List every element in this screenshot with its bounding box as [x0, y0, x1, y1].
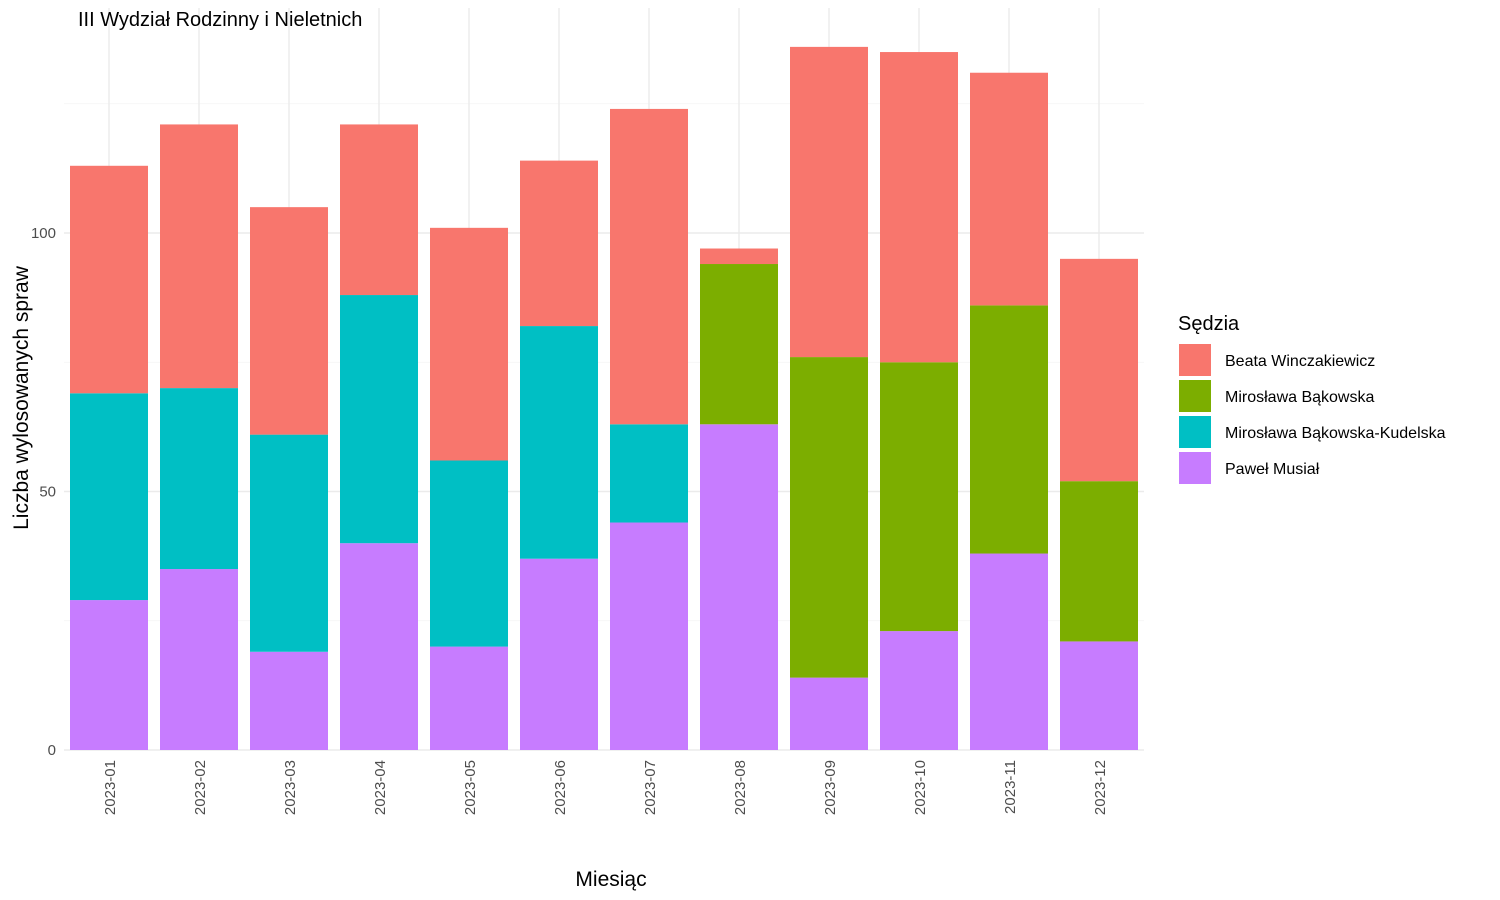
bar-segment	[970, 553, 1048, 750]
bar-segment	[340, 124, 418, 296]
y-tick-label: 100	[31, 225, 56, 242]
legend-swatch	[1179, 416, 1211, 448]
bar-segment	[430, 227, 508, 461]
legend-swatch	[1179, 452, 1211, 484]
bar-segment	[160, 569, 238, 750]
x-tick-label: 2023-08	[732, 760, 749, 815]
x-tick-label: 2023-02	[192, 760, 209, 815]
legend-swatch	[1179, 380, 1211, 412]
legend-label: Mirosława Bąkowska-Kudelska	[1225, 425, 1446, 442]
x-tick-label: 2023-12	[1092, 760, 1109, 815]
bar-segment	[1060, 481, 1138, 642]
bar-segment	[700, 424, 778, 750]
y-axis-ticks: 0 50 100	[31, 225, 56, 759]
bar-segment	[610, 424, 688, 523]
bar-segment	[970, 72, 1048, 306]
bar-segment	[430, 646, 508, 750]
bar-segment	[250, 434, 328, 652]
x-tick-label: 2023-06	[552, 760, 569, 815]
bar-segment	[430, 460, 508, 647]
x-tick-label: 2023-04	[372, 760, 389, 815]
bar-segment	[160, 124, 238, 389]
bar-segment	[1060, 258, 1138, 482]
x-tick-label: 2023-07	[642, 760, 659, 815]
legend-label: Beata Winczakiewicz	[1225, 353, 1375, 370]
x-tick-label: 2023-05	[462, 760, 479, 815]
legend-label: Mirosława Bąkowska	[1225, 389, 1374, 406]
bar-segment	[880, 52, 958, 363]
bar-segment	[1060, 641, 1138, 750]
bars	[70, 46, 1138, 750]
x-tick-label: 2023-09	[822, 760, 839, 815]
bar-segment	[610, 108, 688, 425]
bar-segment	[340, 543, 418, 750]
legend-label: Paweł Musiał	[1225, 461, 1320, 478]
y-tick-label: 50	[39, 484, 56, 501]
bar-segment	[160, 388, 238, 570]
legend-title: Sędzia	[1178, 313, 1240, 335]
x-tick-label: 2023-01	[102, 760, 119, 815]
bar-segment	[700, 248, 778, 265]
bar-segment	[790, 677, 868, 750]
bar-segment	[520, 160, 598, 327]
bar-segment	[970, 305, 1048, 554]
bar-segment	[610, 522, 688, 750]
chart-title: III Wydział Rodzinny i Nieletnich	[78, 9, 362, 31]
bar-segment	[520, 558, 598, 750]
bar-segment	[70, 393, 148, 601]
y-axis-title: Liczba wylosowanych spraw	[10, 265, 33, 530]
bar-segment	[880, 631, 958, 750]
bar-segment	[790, 46, 868, 358]
bar-segment	[880, 362, 958, 632]
legend-swatch	[1179, 344, 1211, 376]
bar-segment	[250, 207, 328, 435]
bar-segment	[250, 651, 328, 750]
bar-segment	[700, 264, 778, 425]
bar-segment	[70, 165, 148, 394]
bar-segment	[70, 600, 148, 750]
bar-segment	[790, 357, 868, 678]
x-tick-label: 2023-03	[282, 760, 299, 815]
x-axis-title: Miesiąc	[575, 868, 646, 891]
bar-segment	[340, 295, 418, 544]
x-tick-label: 2023-10	[912, 760, 929, 815]
y-tick-label: 0	[48, 742, 56, 759]
legend: Sędzia Beata Winczakiewicz Mirosława Bąko…	[1178, 313, 1446, 484]
x-tick-label: 2023-11	[1002, 760, 1019, 814]
bar-segment	[520, 326, 598, 559]
x-axis-ticks: 2023-01 2023-02 2023-03 2023-04 2023-05 2023-…	[102, 760, 1109, 815]
